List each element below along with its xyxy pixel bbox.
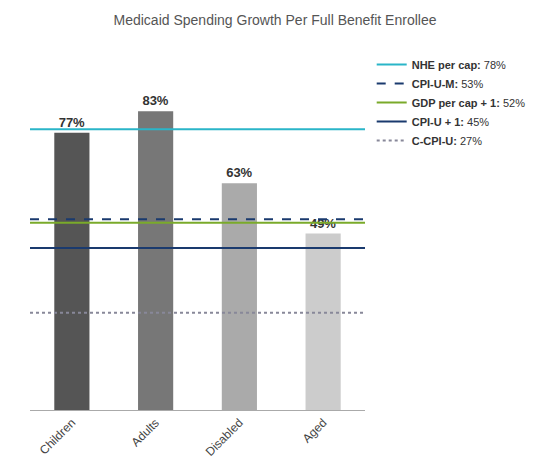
svg-text:GDP per cap + 1: 52%: GDP per cap + 1: 52%: [412, 97, 525, 109]
svg-text:Aged: Aged: [300, 416, 330, 446]
svg-text:Adults: Adults: [129, 416, 162, 449]
svg-text:Disabled: Disabled: [203, 416, 246, 459]
svg-text:C-CPI-U: 27%: C-CPI-U: 27%: [412, 135, 483, 147]
svg-text:NHE per cap: 78%: NHE per cap: 78%: [412, 59, 506, 71]
svg-text:CPI-U + 1: 45%: CPI-U + 1: 45%: [412, 116, 490, 128]
svg-text:CPI-U-M: 53%: CPI-U-M: 53%: [412, 78, 484, 90]
svg-text:77%: 77%: [59, 115, 85, 130]
svg-text:Children: Children: [37, 416, 79, 458]
svg-text:49%: 49%: [310, 216, 336, 231]
svg-text:83%: 83%: [142, 93, 168, 108]
svg-text:Medicaid Spending Growth Per F: Medicaid Spending Growth Per Full Benefi…: [114, 12, 437, 28]
svg-text:63%: 63%: [226, 165, 252, 180]
